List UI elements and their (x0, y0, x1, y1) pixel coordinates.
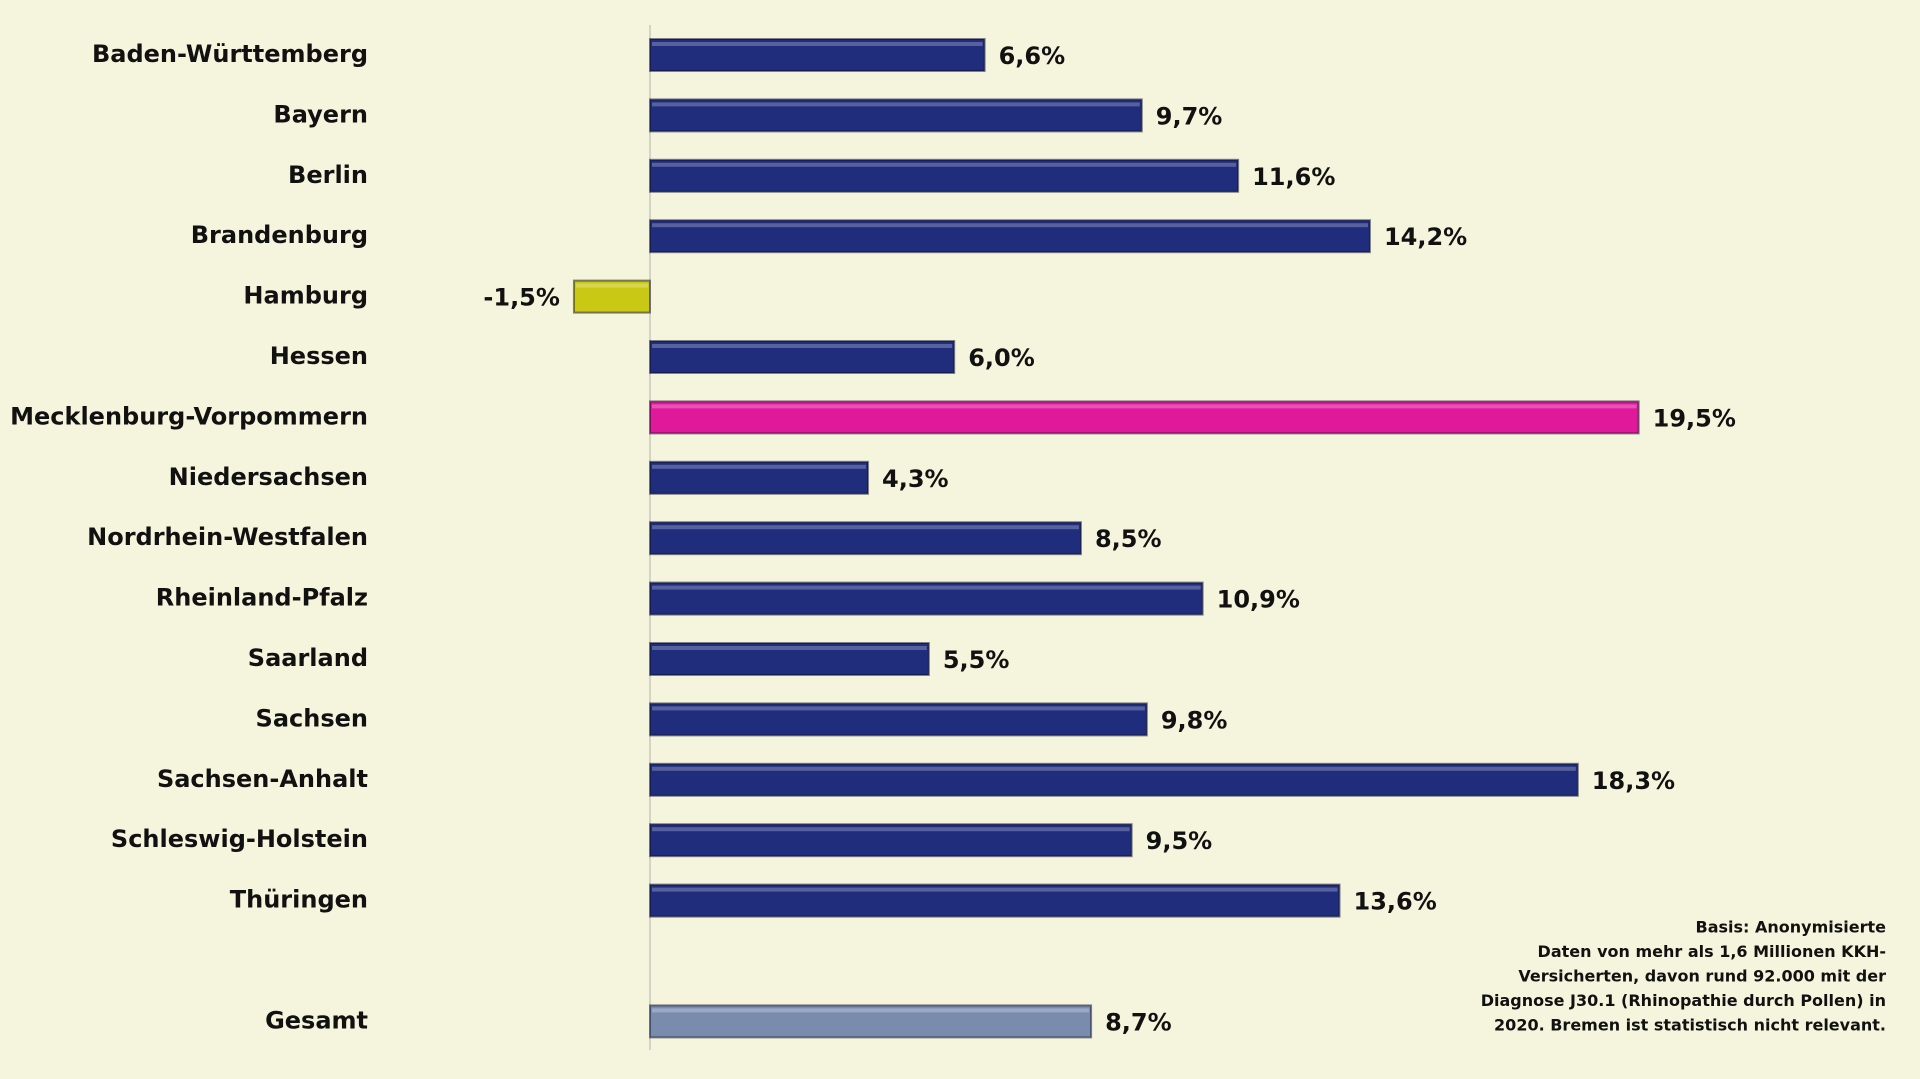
category-label: Rheinland-Pfalz (156, 584, 368, 612)
bar-highlight (652, 464, 867, 469)
bar-highlight (652, 102, 1140, 107)
bar-highlight (652, 887, 1338, 892)
bar (649, 460, 870, 495)
category-label: Nordrhein-Westfalen (87, 523, 368, 551)
bar-highlight (575, 283, 648, 288)
value-label: 4,3% (882, 465, 949, 493)
bar (649, 762, 1579, 797)
bar (649, 521, 1082, 556)
bar-highlight (652, 223, 1368, 228)
bar (649, 400, 1640, 435)
bar (649, 581, 1204, 616)
category-label: Hessen (270, 342, 368, 370)
bar-highlight (652, 1008, 1090, 1013)
value-label: 9,8% (1161, 706, 1228, 734)
category-label: Brandenburg (191, 221, 368, 249)
value-label: 11,6% (1252, 163, 1335, 191)
category-label: Mecklenburg-Vorpommern (10, 402, 368, 430)
value-label: 19,5% (1653, 404, 1736, 432)
value-label: 6,6% (999, 42, 1066, 70)
bar (649, 1004, 1093, 1039)
bar-highlight (652, 525, 1079, 530)
bar-highlight (652, 42, 983, 46)
category-label: Baden-Württemberg (92, 40, 368, 68)
value-label: 6,0% (968, 344, 1035, 372)
category-label: Sachsen-Anhalt (157, 765, 368, 793)
category-label: Sachsen (256, 704, 368, 732)
bar (649, 702, 1148, 737)
value-label: 8,7% (1105, 1008, 1172, 1036)
bar (649, 98, 1143, 133)
category-label: Niedersachsen (169, 463, 368, 491)
bar (649, 340, 956, 374)
bar (649, 642, 930, 676)
value-label: 8,5% (1095, 525, 1162, 553)
value-label: 13,6% (1354, 888, 1437, 916)
bar (649, 883, 1341, 918)
bar (649, 158, 1240, 193)
bar-highlight (652, 827, 1130, 832)
category-label: Berlin (288, 161, 368, 189)
bar-highlight (652, 344, 953, 348)
bar (572, 279, 652, 314)
category-label: Schleswig-Holstein (111, 825, 368, 853)
value-label: 5,5% (943, 646, 1010, 674)
value-label: -1,5% (483, 284, 560, 312)
footnote: Diagnose J30.1 (Rhinopathie durch Pollen… (1481, 991, 1886, 1010)
category-label: Thüringen (230, 886, 368, 914)
bar-highlight (652, 706, 1145, 711)
bar (649, 219, 1371, 254)
bar-highlight (652, 585, 1201, 590)
bar-highlight (652, 646, 927, 650)
footnote: Daten von mehr als 1,6 Millionen KKH- (1538, 942, 1886, 961)
category-label: Bayern (273, 100, 368, 128)
value-label: 14,2% (1384, 223, 1467, 251)
bar (649, 38, 986, 72)
bar-highlight (652, 766, 1576, 771)
value-label: 9,7% (1156, 102, 1223, 130)
category-label: Saarland (248, 644, 368, 672)
value-label: 10,9% (1217, 586, 1300, 614)
value-label: 18,3% (1592, 767, 1675, 795)
bar (649, 823, 1133, 858)
footnote: Basis: Anonymisierte (1696, 918, 1887, 937)
bar-highlight (652, 162, 1237, 167)
footnote: 2020. Bremen ist statistisch nicht relev… (1494, 1016, 1886, 1035)
category-label: Gesamt (265, 1006, 368, 1034)
footnote: Versicherten, davon rund 92.000 mit der (1518, 967, 1886, 986)
bar-highlight (652, 404, 1637, 409)
value-label: 9,5% (1146, 827, 1213, 855)
category-label: Hamburg (243, 282, 368, 310)
